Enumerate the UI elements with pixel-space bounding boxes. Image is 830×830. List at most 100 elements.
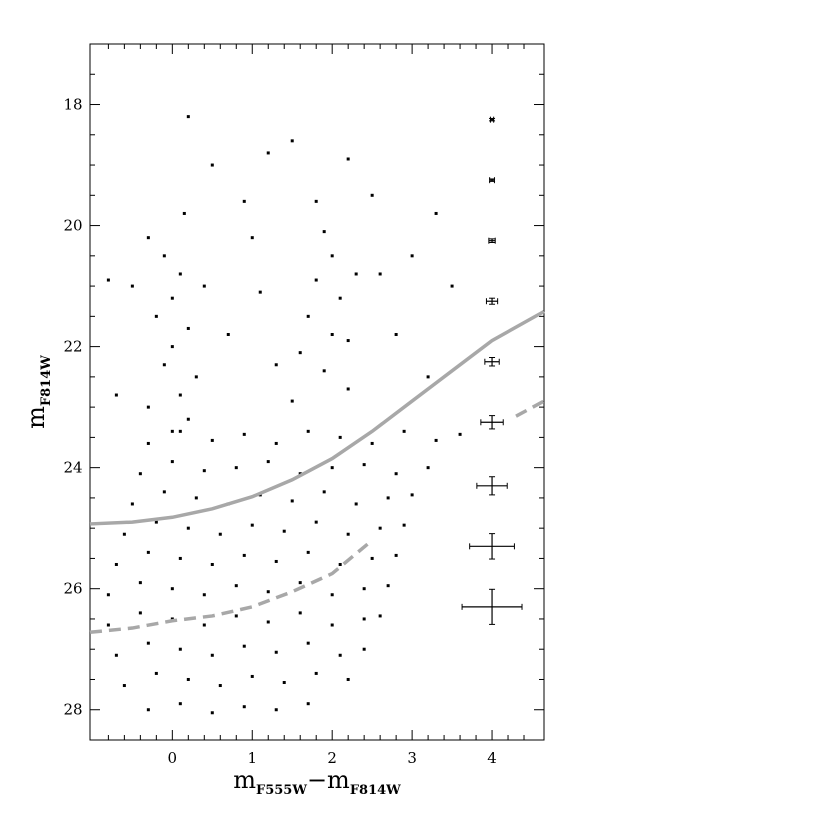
point	[314, 199, 318, 203]
point	[434, 438, 438, 442]
point	[378, 614, 382, 618]
point	[146, 641, 150, 645]
point	[322, 230, 326, 234]
point	[162, 254, 166, 258]
point	[410, 493, 414, 497]
point	[106, 278, 110, 282]
point	[226, 333, 230, 337]
point	[346, 677, 350, 681]
point	[266, 151, 270, 155]
point	[242, 199, 246, 203]
point	[306, 641, 310, 645]
point	[346, 532, 350, 536]
point	[162, 363, 166, 367]
point	[210, 163, 214, 167]
point	[202, 623, 206, 627]
point	[362, 647, 366, 651]
point	[330, 593, 334, 597]
point	[242, 644, 246, 648]
point	[290, 499, 294, 503]
plot-frame	[89, 43, 545, 741]
point	[298, 351, 302, 355]
point	[186, 526, 190, 530]
point	[426, 375, 430, 379]
point	[170, 345, 174, 349]
x-axis-label-part: F555W	[256, 783, 307, 798]
point	[322, 369, 326, 373]
point	[170, 460, 174, 464]
point	[202, 284, 206, 288]
point	[306, 550, 310, 554]
point	[186, 677, 190, 681]
point	[250, 236, 254, 240]
point	[330, 466, 334, 470]
point	[274, 650, 278, 654]
x-axis-label-part: F814W	[350, 783, 401, 798]
point	[242, 705, 246, 709]
point	[242, 553, 246, 557]
point	[130, 502, 134, 506]
point	[146, 441, 150, 445]
point	[458, 432, 462, 436]
point	[234, 466, 238, 470]
y-tick-label: 22	[63, 338, 82, 356]
point	[298, 581, 302, 585]
point	[290, 139, 294, 143]
point	[234, 584, 238, 588]
point	[114, 653, 118, 657]
point	[250, 674, 254, 678]
point	[314, 671, 318, 675]
point	[234, 614, 238, 618]
point	[154, 314, 158, 318]
point	[386, 496, 390, 500]
point	[114, 562, 118, 566]
x-tick-label: 1	[247, 749, 257, 767]
point	[186, 417, 190, 421]
x-tick-label: 3	[407, 749, 417, 767]
point	[282, 529, 286, 533]
point	[314, 520, 318, 524]
x-axis-label: mF555W−mF814W	[233, 766, 401, 798]
point	[194, 375, 198, 379]
point	[402, 523, 406, 527]
point	[186, 115, 190, 119]
point	[154, 671, 158, 675]
point	[298, 611, 302, 615]
point	[434, 211, 438, 215]
point	[338, 296, 342, 300]
point	[378, 526, 382, 530]
point	[354, 502, 358, 506]
point	[346, 157, 350, 161]
y-tick-label: 26	[63, 580, 82, 598]
point	[170, 429, 174, 433]
point	[146, 405, 150, 409]
point	[154, 520, 158, 524]
y-axis-label-part: F814W	[39, 355, 54, 406]
point	[138, 581, 142, 585]
x-axis-label-part: −m	[307, 766, 350, 794]
point	[182, 211, 186, 215]
point	[178, 556, 182, 560]
point	[394, 333, 398, 337]
y-axis-label-part: m	[22, 406, 50, 429]
y-tick-label: 24	[63, 459, 82, 477]
point	[370, 441, 374, 445]
point	[106, 593, 110, 597]
point	[386, 584, 390, 588]
y-tick-label: 18	[63, 96, 82, 114]
point	[138, 472, 142, 476]
point	[130, 284, 134, 288]
point	[178, 702, 182, 706]
point	[178, 393, 182, 397]
point	[138, 611, 142, 615]
point	[210, 711, 214, 715]
point	[242, 432, 246, 436]
y-tick-label: 20	[63, 217, 82, 235]
point	[370, 193, 374, 197]
point	[338, 653, 342, 657]
point	[370, 556, 374, 560]
point	[274, 363, 278, 367]
point	[170, 587, 174, 591]
point	[178, 647, 182, 651]
